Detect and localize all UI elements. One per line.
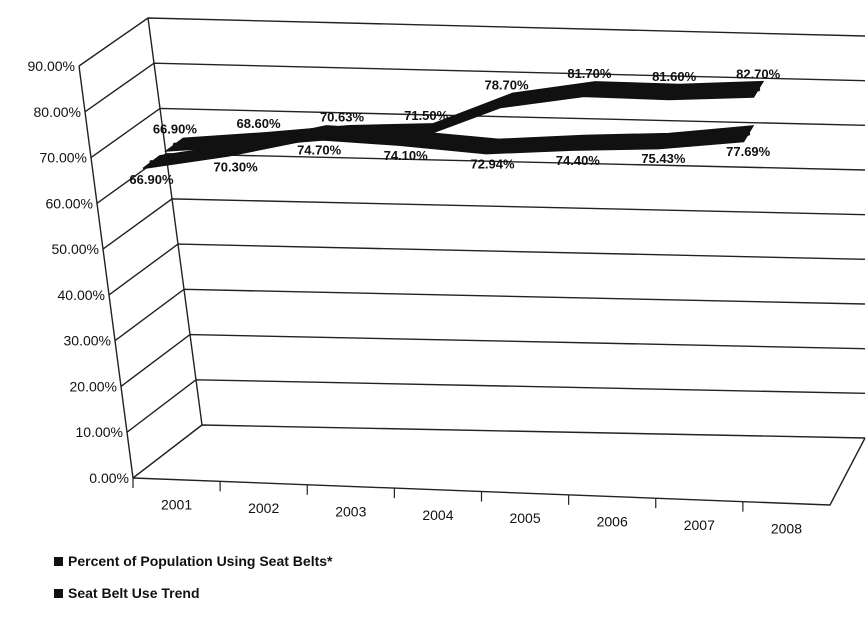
y-tick-6: 60.00% (46, 195, 93, 211)
y-tick-3: 30.00% (64, 333, 111, 349)
data-label-s1-2: 74.70% (297, 143, 342, 158)
x-tick-4: 2005 (509, 510, 540, 526)
y-tick-2: 20.00% (70, 378, 117, 394)
x-tick-6: 2007 (684, 517, 715, 533)
gridline-4 (108, 243, 866, 296)
series-ribbon-1 (142, 125, 755, 170)
gridline-0 (132, 424, 866, 479)
gridline-1 (126, 379, 866, 433)
data-label-s0-4: 78.70% (484, 77, 529, 92)
data-label-s1-6: 75.43% (641, 151, 686, 166)
y-axis-front (78, 65, 134, 479)
series-1-point-7 (746, 131, 751, 136)
gridline-9 (78, 17, 866, 67)
y-tick-9: 90.00% (28, 58, 75, 74)
series-0-point-0 (172, 142, 177, 147)
x-tick-5: 2006 (597, 514, 628, 530)
x-tick-1: 2002 (248, 500, 279, 516)
data-label-s0-5: 81.70% (567, 66, 612, 81)
data-label-s0-7: 82.70% (736, 66, 781, 81)
x-tick-2: 2003 (335, 503, 366, 519)
floor-left-edge (132, 424, 203, 479)
gridline-5 (102, 198, 866, 250)
data-label-s0-3: 71.50% (404, 108, 449, 123)
gridline-3 (114, 288, 866, 342)
legend-swatch-usage (54, 556, 63, 566)
data-label-s0-2: 70.63% (320, 109, 365, 124)
legend-label-usage: Percent of Population Using Seat Belts* (68, 553, 333, 569)
y-tick-4: 40.00% (58, 287, 105, 303)
y-tick-5: 50.00% (52, 241, 99, 257)
legend-swatch-trend (54, 588, 63, 598)
data-label-s0-1: 68.60% (236, 116, 281, 131)
data-label-s0-0: 66.90% (153, 122, 198, 137)
gridline-2 (120, 333, 866, 388)
data-label-s1-7: 77.69% (726, 144, 771, 159)
series-0-point-4 (504, 98, 509, 103)
series-1-point-4 (490, 144, 495, 149)
data-label-s1-0: 66.90% (129, 172, 174, 187)
y-tick-8: 80.00% (34, 104, 81, 120)
legend-item-trend: Seat Belt Use Trend (54, 585, 200, 601)
series-1-point-3 (403, 136, 408, 141)
data-label-s1-4: 72.94% (470, 156, 515, 171)
series-0-point-6 (672, 89, 677, 94)
legend-label-trend: Seat Belt Use Trend (68, 585, 200, 601)
y-tick-0: 0.00% (89, 470, 129, 486)
y-tick-1: 10.00% (76, 424, 123, 440)
series-0-point-5 (587, 87, 592, 92)
series-1-point-0 (149, 160, 154, 165)
x-tick-3: 2004 (422, 507, 453, 523)
data-label-s1-5: 74.40% (556, 153, 601, 168)
legend-item-usage: Percent of Population Using Seat Belts* (54, 553, 333, 569)
series-1-point-5 (575, 140, 580, 145)
y-tick-7: 70.00% (40, 150, 87, 166)
series-1-point-6 (661, 139, 666, 144)
data-label-s1-3: 74.10% (384, 148, 429, 163)
y-axis-back (147, 17, 203, 426)
x-axis-floor (132, 437, 866, 506)
series-0-point-7 (756, 87, 761, 92)
x-tick-0: 2001 (161, 497, 192, 513)
series-1-point-2 (317, 130, 322, 135)
x-tick-7: 2008 (771, 520, 802, 536)
series-1-point-1 (233, 147, 238, 152)
data-label-s1-1: 70.30% (214, 160, 259, 175)
data-label-s0-6: 81.60% (652, 69, 697, 84)
